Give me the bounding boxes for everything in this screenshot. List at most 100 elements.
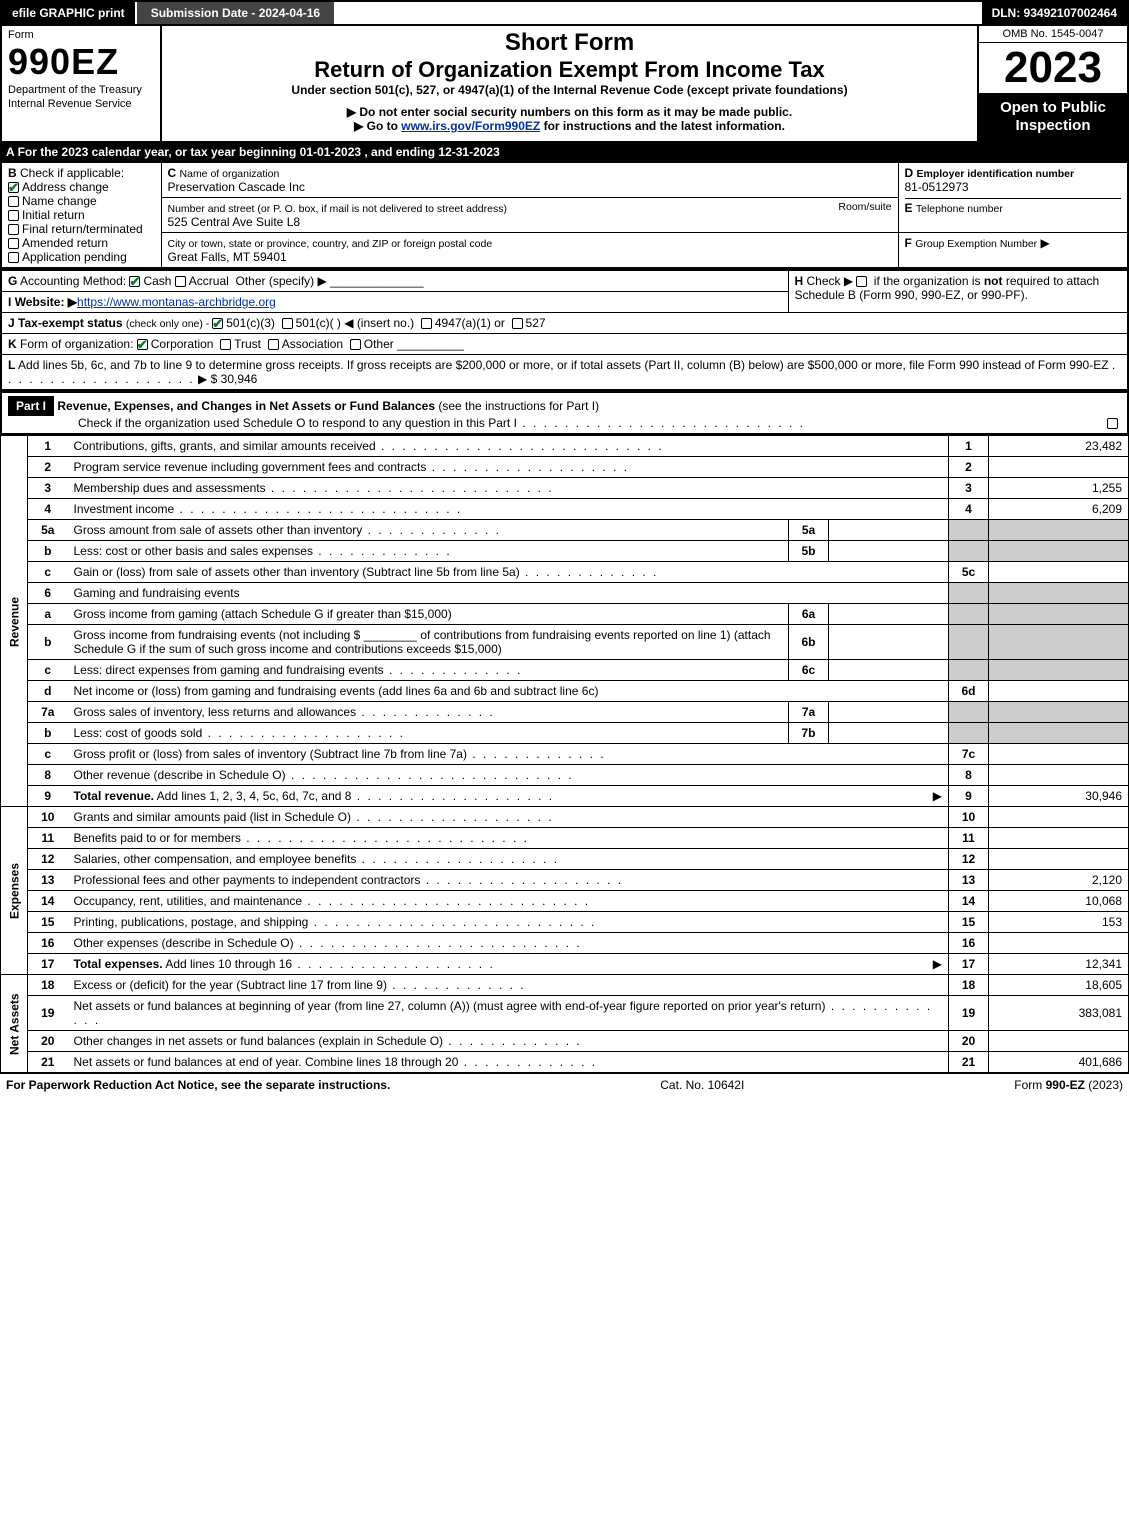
j-o4: 527 [526, 316, 546, 330]
line-7a-box [949, 702, 989, 723]
no-ssn-note: Do not enter social security numbers on … [168, 105, 971, 119]
line-9-num: 9 [28, 786, 68, 807]
line-16-desc: Other expenses (describe in Schedule O) [68, 933, 949, 954]
k-other-check[interactable] [350, 339, 361, 350]
line-13-amt: 2,120 [989, 870, 1129, 891]
line-6a-desc: Gross income from gaming (attach Schedul… [68, 604, 789, 625]
l-text: Add lines 5b, 6c, and 7b to line 9 to de… [18, 358, 1109, 372]
line-6-box [949, 583, 989, 604]
k-o1: Corporation [151, 337, 214, 351]
form-header: Form 990EZ Department of the Treasury In… [0, 24, 1129, 143]
line-6c-num: c [28, 660, 68, 681]
line-4-num: 4 [28, 499, 68, 520]
k-label: Form of organization: [20, 337, 133, 351]
line-1-box: 1 [949, 436, 989, 457]
k-assoc-check[interactable] [268, 339, 279, 350]
line-13-num: 13 [28, 870, 68, 891]
h-text: Check ▶ [807, 274, 857, 288]
b-opt-1[interactable]: Name change [8, 194, 155, 208]
line-6c-amt [989, 660, 1129, 681]
line-5c-num: c [28, 562, 68, 583]
line-1-desc: Contributions, gifts, grants, and simila… [68, 436, 949, 457]
h-not: not [984, 274, 1003, 288]
ein-value: 81-0512973 [905, 180, 1122, 194]
j-4947-check[interactable] [421, 318, 432, 329]
line-6b-box [949, 625, 989, 660]
f-label: Group Exemption Number [915, 238, 1037, 250]
line-17-box: 17 [949, 954, 989, 975]
j-o1: 501(c)(3) [226, 316, 275, 330]
line-2-num: 2 [28, 457, 68, 478]
line-19-num: 19 [28, 996, 68, 1031]
b-opt-2[interactable]: Initial return [8, 208, 155, 222]
line-8-desc: Other revenue (describe in Schedule O) [68, 765, 949, 786]
street-value: 525 Central Ave Suite L8 [168, 215, 301, 229]
line-6a-num: a [28, 604, 68, 625]
street-label: Number and street (or P. O. box, if mail… [168, 203, 507, 215]
f-arrow: ▶ [1041, 236, 1050, 250]
line-18-box: 18 [949, 975, 989, 996]
line-5b-box [949, 541, 989, 562]
b-opt-4[interactable]: Amended return [8, 236, 155, 250]
line-6a-box [949, 604, 989, 625]
form-number: 990EZ [8, 41, 154, 83]
b-opt-0[interactable]: Address change [8, 180, 155, 194]
line-19-box: 19 [949, 996, 989, 1031]
under-section: Under section 501(c), 527, or 4947(a)(1)… [168, 83, 971, 97]
website-link[interactable]: https://www.montanas-archbridge.org [77, 295, 276, 309]
line-7b-num: b [28, 723, 68, 744]
line-19-amt: 383,081 [989, 996, 1129, 1031]
line-5a-desc: Gross amount from sale of assets other t… [68, 520, 789, 541]
g-accrual-check[interactable] [175, 276, 186, 287]
line-18-amt: 18,605 [989, 975, 1129, 996]
g-cash-check[interactable] [129, 276, 140, 287]
line-6c-box [949, 660, 989, 681]
h-box: if the organization is [874, 274, 984, 288]
line-6d-num: d [28, 681, 68, 702]
line-6-amt [989, 583, 1129, 604]
org-name: Preservation Cascade Inc [168, 180, 305, 194]
irs-link[interactable]: www.irs.gov/Form990EZ [401, 119, 540, 133]
line-15-desc: Printing, publications, postage, and shi… [68, 912, 949, 933]
lines-table: Revenue 1 Contributions, gifts, grants, … [0, 435, 1129, 1073]
line-6d-box: 6d [949, 681, 989, 702]
top-bar: efile GRAPHIC print Submission Date - 20… [0, 0, 1129, 24]
j-527-check[interactable] [512, 318, 523, 329]
line-7a-subbox: 7a [789, 702, 829, 723]
tax-year: 2023 [979, 43, 1127, 93]
b-opt-3[interactable]: Final return/terminated [8, 222, 155, 236]
line-16-num: 16 [28, 933, 68, 954]
j-501c-check[interactable] [282, 318, 293, 329]
vlabel-net: Net Assets [1, 975, 28, 1073]
part-i-header: Part I Revenue, Expenses, and Changes in… [0, 391, 1129, 435]
k-trust-check[interactable] [220, 339, 231, 350]
line-5c-amt [989, 562, 1129, 583]
return-title: Return of Organization Exempt From Incom… [168, 57, 971, 83]
line-5a-box [949, 520, 989, 541]
k-corp-check[interactable] [137, 339, 148, 350]
line-6a-amt [989, 604, 1129, 625]
j-501c3-check[interactable] [212, 318, 223, 329]
part-i-checkbox[interactable] [1107, 418, 1118, 429]
line-7c-amt [989, 744, 1129, 765]
line-15-box: 15 [949, 912, 989, 933]
j-label: Tax-exempt status [18, 316, 126, 330]
g-accrual: Accrual [189, 274, 229, 288]
b-opt-5[interactable]: Application pending [8, 250, 155, 264]
line-10-amt [989, 807, 1129, 828]
cat-number: Cat. No. 10642I [660, 1078, 744, 1092]
line-20-desc: Other changes in net assets or fund bala… [68, 1031, 949, 1052]
line-9-amt: 30,946 [989, 786, 1129, 807]
form-word: Form [8, 29, 154, 41]
line-21-num: 21 [28, 1052, 68, 1073]
line-12-desc: Salaries, other compensation, and employ… [68, 849, 949, 870]
efile-label[interactable]: efile GRAPHIC print [2, 2, 135, 24]
vlabel-expenses: Expenses [1, 807, 28, 975]
line-8-num: 8 [28, 765, 68, 786]
line-11-amt [989, 828, 1129, 849]
line-5a-subamt [829, 520, 949, 541]
h-check[interactable] [856, 276, 867, 287]
l-arrow: ▶ $ [198, 372, 217, 386]
line-5b-num: b [28, 541, 68, 562]
line-5a-amt [989, 520, 1129, 541]
